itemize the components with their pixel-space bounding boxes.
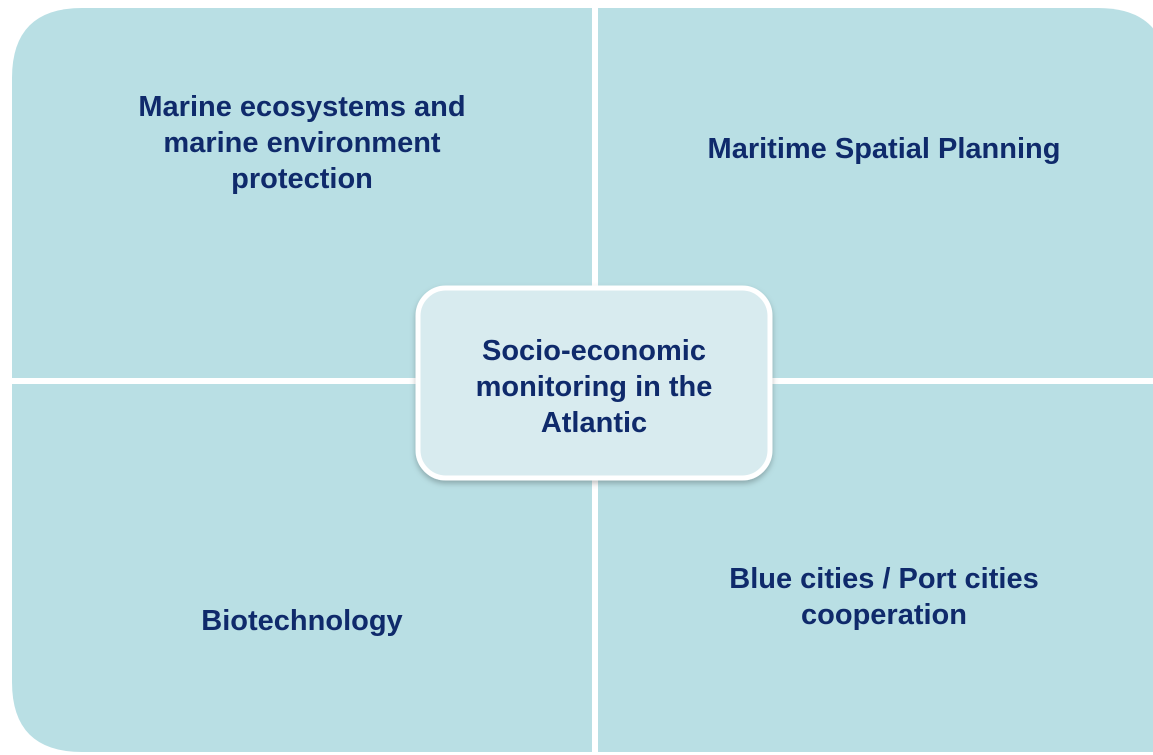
labels: Marine ecosystems and marine environment p… — [138, 91, 1060, 637]
quadrant-label: Maritime Spatial Planning — [708, 133, 1061, 165]
center-label: Socio-economic — [482, 335, 706, 367]
center-box — [415, 285, 773, 481]
center-label: monitoring in the — [476, 371, 713, 403]
quadrant-label: marine environment — [163, 127, 441, 159]
quadrant-label: Blue cities / Port cities — [729, 563, 1038, 595]
quadrant-label: cooperation — [801, 599, 967, 631]
center-label: Atlantic — [541, 407, 647, 439]
quadrant-label: Marine ecosystems and — [138, 91, 465, 123]
quadrant-label: protection — [231, 163, 373, 195]
quadrant-label: Biotechnology — [201, 605, 402, 637]
